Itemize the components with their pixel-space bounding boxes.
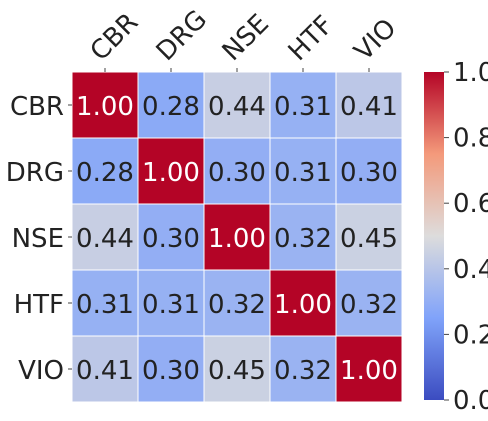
cell-value-label-VIO-HTF: 0.32	[274, 356, 332, 386]
cell-value-label-NSE-VIO: 0.45	[340, 224, 398, 254]
cell-value-label-NSE-DRG: 0.30	[142, 224, 200, 254]
cell-value-label-NSE-HTF: 0.32	[274, 224, 332, 254]
cell-value-label-HTF-CBR: 0.31	[76, 290, 134, 320]
cell-value-label-CBR-HTF: 0.31	[274, 92, 332, 122]
cell-value-label-DRG-DRG: 1.00	[142, 158, 200, 188]
y-tick-label-NSE: NSE	[12, 224, 64, 254]
heatmap-cell-NSE-HTF	[269, 203, 337, 271]
heatmap-cell-HTF-DRG	[137, 269, 205, 337]
heatmap-cell-HTF-VIO	[335, 269, 403, 337]
cell-value-label-HTF-HTF: 1.00	[274, 290, 332, 320]
cell-value-label-HTF-VIO: 0.32	[340, 290, 398, 320]
heatmap-cell-HTF-NSE	[203, 269, 271, 337]
heatmap-cell-CBR-DRG	[137, 71, 205, 139]
cell-value-label-HTF-DRG: 0.31	[142, 290, 200, 320]
heatmap-cell-VIO-DRG	[137, 335, 205, 403]
x-tick-label-DRG: DRG	[151, 5, 213, 67]
colorbar-tick-label-0.8: 0.8	[453, 124, 488, 154]
colorbar-tick-label-1.0: 1.0	[453, 58, 488, 88]
heatmap-cell-VIO-CBR	[71, 335, 139, 403]
cell-value-label-DRG-HTF: 0.31	[274, 158, 332, 188]
colorbar-gradient	[424, 72, 444, 400]
x-tick-label-HTF: HTF	[283, 10, 340, 67]
cell-value-label-VIO-VIO: 1.00	[340, 356, 398, 386]
cell-value-label-VIO-NSE: 0.45	[208, 356, 266, 386]
cell-value-label-DRG-CBR: 0.28	[76, 158, 134, 188]
cell-value-label-CBR-NSE: 0.44	[208, 92, 266, 122]
y-axis-tick-labels: CBR DRG NSE HTF VIO	[6, 92, 72, 386]
cell-value-label-CBR-DRG: 0.28	[142, 92, 200, 122]
heatmap-cell-DRG-VIO	[335, 137, 403, 205]
cell-value-label-VIO-DRG: 0.30	[142, 356, 200, 386]
heatmap-cell-DRG-NSE	[203, 137, 271, 205]
x-axis-tick-labels: CBR DRG NSE HTF VIO	[85, 5, 403, 72]
cell-value-label-NSE-CBR: 0.44	[76, 224, 134, 254]
heatmap-cell-HTF-HTF	[269, 269, 337, 337]
x-tick-label-NSE: NSE	[217, 9, 275, 67]
cell-value-label-CBR-VIO: 0.41	[340, 92, 398, 122]
colorbar-tick-label-0.0: 0.0	[453, 386, 488, 416]
heatmap-cell-labels: 1.00 0.28 0.44 0.31 0.41 0.28 1.00 0.30 0.31 0.30…	[76, 92, 398, 386]
cell-value-label-NSE-NSE: 1.00	[208, 224, 266, 254]
cell-value-label-DRG-VIO: 0.30	[340, 158, 398, 188]
x-tick-label-CBR: CBR	[85, 8, 144, 67]
heatmap-cell-NSE-VIO	[335, 203, 403, 271]
heatmap-cell-NSE-DRG	[137, 203, 205, 271]
y-tick-label-DRG: DRG	[6, 158, 64, 188]
cell-value-label-CBR-CBR: 1.00	[76, 92, 134, 122]
heatmap-cell-CBR-HTF	[269, 71, 337, 139]
heatmap-cells	[71, 71, 403, 403]
cell-value-label-HTF-NSE: 0.32	[208, 290, 266, 320]
y-tick-label-VIO: VIO	[18, 356, 64, 386]
y-tick-label-CBR: CBR	[10, 92, 64, 122]
colorbar: 0.0 0.2 0.4 0.6 0.8 1.0	[424, 58, 488, 416]
colorbar-tick-label-0.6: 0.6	[453, 189, 488, 219]
heatmap-cell-CBR-CBR	[71, 71, 139, 139]
cell-value-label-VIO-CBR: 0.41	[76, 356, 134, 386]
y-tick-label-HTF: HTF	[14, 290, 64, 320]
colorbar-tick-label-0.2: 0.2	[453, 320, 488, 350]
x-tick-label-VIO: VIO	[349, 13, 403, 67]
colorbar-tick-label-0.4: 0.4	[453, 255, 488, 285]
cell-value-label-DRG-NSE: 0.30	[208, 158, 266, 188]
heatmap-cell-VIO-NSE	[203, 335, 271, 403]
heatmap-cell-VIO-VIO	[335, 335, 403, 403]
